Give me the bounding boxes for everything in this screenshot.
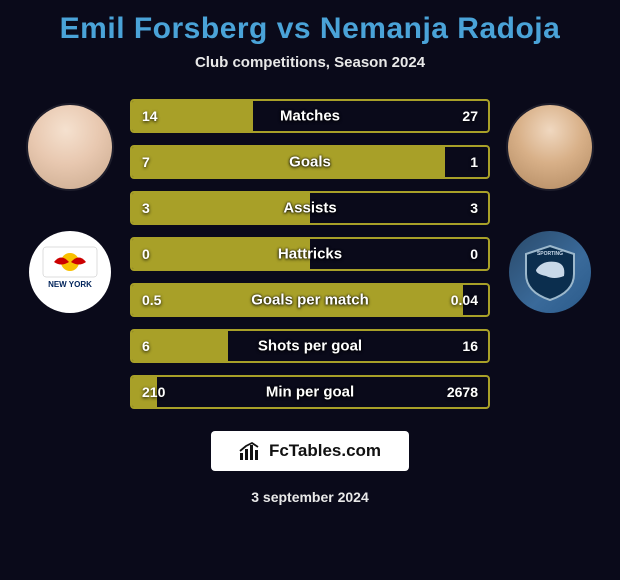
player1-column: NEW YORK <box>20 99 120 313</box>
player1-avatar <box>28 105 112 189</box>
stat-value-right: 1 <box>470 154 478 170</box>
stat-value-left: 210 <box>142 384 165 400</box>
stat-row: Hattricks 0 0 <box>130 237 490 271</box>
page-subtitle: Club competitions, Season 2024 <box>195 54 425 71</box>
date-text: 3 september 2024 <box>251 489 369 505</box>
stat-label: Matches <box>280 108 340 125</box>
sporting-kc-logo-icon: SPORTING <box>518 240 582 304</box>
stat-bars: Matches 14 27 Goals 7 1 Assists 3 3 Hattricks 0 0 Go… <box>130 99 490 409</box>
stat-fill-right <box>445 147 488 177</box>
player2-avatar <box>508 105 592 189</box>
redbull-logo-icon: NEW YORK <box>41 243 99 301</box>
stat-row: Goals per match 0.5 0.04 <box>130 283 490 317</box>
stat-label: Shots per goal <box>258 338 362 355</box>
brand-text: FcTables.com <box>269 441 381 461</box>
stat-value-right: 2678 <box>447 384 478 400</box>
compare-area: NEW YORK Matches 14 27 Goals 7 1 Assists 3 3 Hatt… <box>10 99 610 409</box>
page-title: Emil Forsberg vs Nemanja Radoja <box>60 12 561 46</box>
stat-value-left: 0.5 <box>142 292 161 308</box>
brand-chart-icon <box>239 441 261 461</box>
stat-value-right: 0 <box>470 246 478 262</box>
stat-label: Goals <box>289 154 331 171</box>
stat-row: Min per goal 210 2678 <box>130 375 490 409</box>
stat-value-right: 27 <box>462 108 478 124</box>
svg-text:NEW YORK: NEW YORK <box>48 280 92 289</box>
comparison-card: Emil Forsberg vs Nemanja Radoja Club com… <box>0 0 620 580</box>
stat-value-left: 0 <box>142 246 150 262</box>
stat-value-left: 6 <box>142 338 150 354</box>
stat-row: Goals 7 1 <box>130 145 490 179</box>
stat-label: Hattricks <box>278 246 342 263</box>
player2-club-logo: SPORTING <box>509 231 591 313</box>
stat-label: Goals per match <box>251 292 369 309</box>
brand-badge: FcTables.com <box>211 431 409 471</box>
stat-value-left: 7 <box>142 154 150 170</box>
stat-value-right: 16 <box>462 338 478 354</box>
stat-fill-right <box>310 193 488 223</box>
stat-row: Matches 14 27 <box>130 99 490 133</box>
stat-label: Min per goal <box>266 384 354 401</box>
stat-value-left: 14 <box>142 108 158 124</box>
stat-value-right: 3 <box>470 200 478 216</box>
stat-row: Assists 3 3 <box>130 191 490 225</box>
player2-column: SPORTING <box>500 99 600 313</box>
svg-text:SPORTING: SPORTING <box>537 251 563 257</box>
stat-row: Shots per goal 6 16 <box>130 329 490 363</box>
stat-value-left: 3 <box>142 200 150 216</box>
player1-club-logo: NEW YORK <box>29 231 111 313</box>
stat-value-right: 0.04 <box>451 292 478 308</box>
stat-label: Assists <box>283 200 336 217</box>
